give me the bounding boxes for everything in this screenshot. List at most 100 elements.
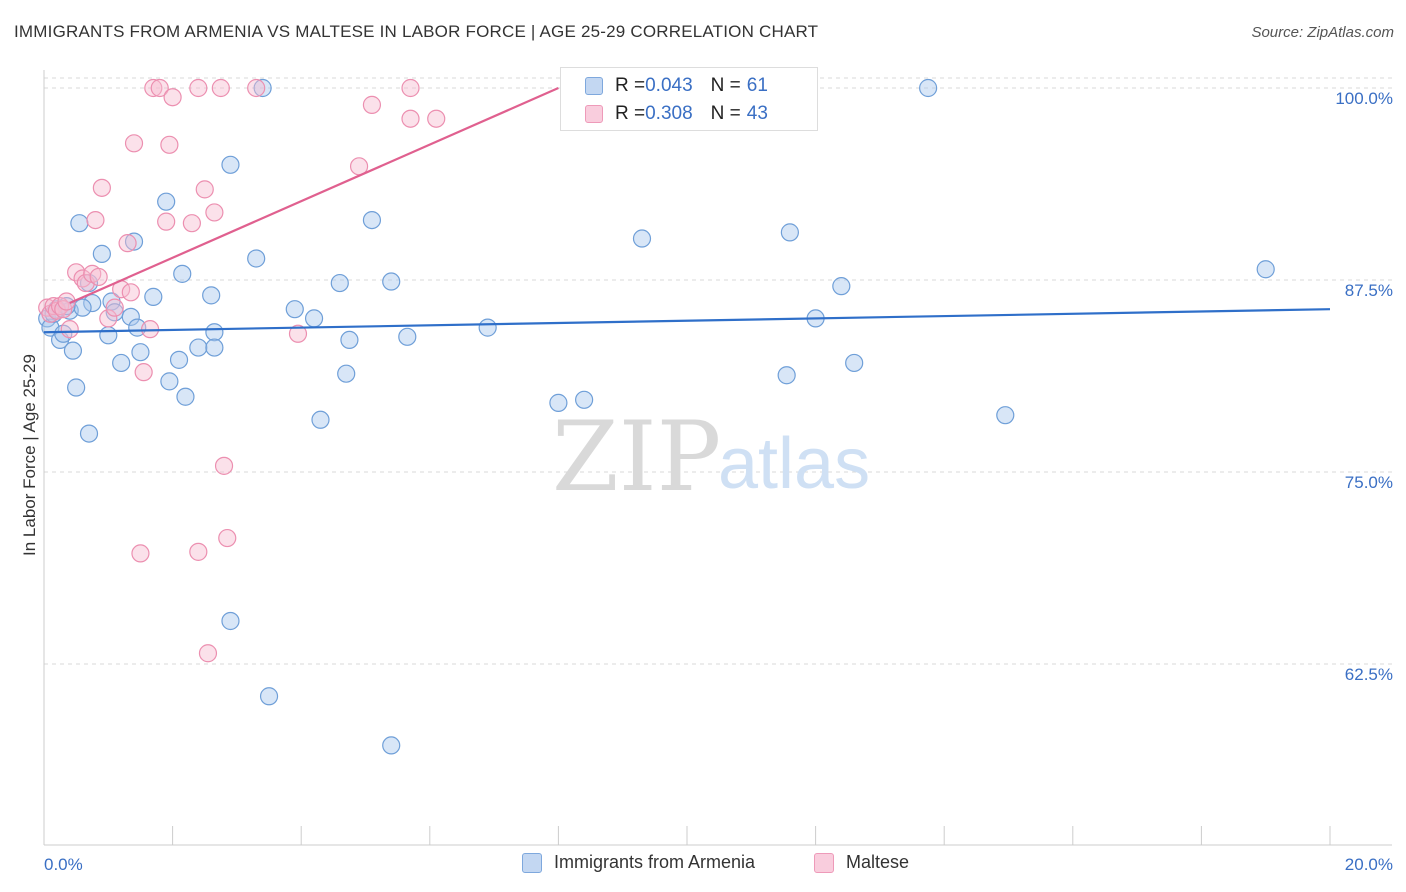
data-point [112,353,131,373]
data-point [304,309,324,328]
data-point [221,155,240,174]
data-point [218,528,237,548]
data-point [362,210,382,230]
watermark: ZIP atlas [552,401,870,513]
maltese-r-label: R = [615,103,646,124]
data-point [211,78,230,98]
data-point [182,214,201,233]
data-point [157,212,176,231]
data-point [337,364,356,383]
data-point [330,273,349,293]
trend-lines [43,86,1331,334]
data-point [99,326,118,345]
data-point [144,78,163,98]
data-point [205,323,224,342]
data-point [247,249,266,268]
data-point [253,78,272,98]
data-point [401,109,420,128]
data-point [1256,260,1275,279]
armenia-r-label: R = [615,75,646,96]
chart-title: IMMIGRANTS FROM ARMENIA VS MALTESE IN LA… [14,22,819,41]
data-point [780,223,799,242]
data-point [73,298,92,317]
data-point [632,229,652,248]
data-point [205,338,224,357]
y-tick-label: 62.5% [1345,665,1393,684]
data-point [832,277,851,296]
data-point [60,320,79,339]
data-point [189,338,208,357]
armenia-r-value: 0.043 [645,75,693,96]
data-point [160,372,179,391]
stats-legend: R = 0.043 N = 61 R = 0.308 N = 43 [560,67,818,131]
data-point [401,78,420,98]
y-tick-label: 87.5% [1345,281,1393,300]
data-point [169,350,189,369]
data-point [845,353,864,373]
data-point [205,203,224,222]
data-point [63,341,83,360]
data-point [202,286,221,305]
data-point [157,192,176,211]
data-point [118,234,137,253]
data-point [247,78,266,98]
armenia-n-label: N = [710,75,741,96]
data-point [144,287,163,306]
watermark-atlas: atlas [718,424,870,504]
data-point [285,300,304,319]
data-points [38,78,1275,755]
maltese-n-label: N = [710,103,741,124]
data-point [124,134,144,153]
data-point [176,387,195,406]
data-point [398,327,417,346]
data-point [340,330,359,350]
data-point [131,544,150,563]
data-point [92,244,111,263]
armenia-swatch [585,77,603,95]
maltese-n-value: 43 [746,103,768,124]
x-tick-label: 0.0% [44,855,83,874]
legend-maltese-label: Maltese [846,852,910,872]
data-point [382,736,401,755]
data-point [86,210,105,230]
data-point [121,307,140,326]
source-label: Source: ZipAtlas.com [1251,24,1394,41]
y-axis-title: In Labor Force | Age 25-29 [20,354,39,556]
trend-line-maltese [69,86,559,305]
data-point [99,309,118,328]
data-point [173,264,192,283]
series-legend: Immigrants from Armenia Maltese [0,852,1406,876]
legend-item-maltese[interactable]: Maltese [814,852,909,873]
data-point [124,232,144,251]
data-point [198,644,218,663]
data-point [89,267,108,287]
legend-item-armenia[interactable]: Immigrants from Armenia [522,852,755,873]
axes [43,70,1392,846]
y-tick-label: 75.0% [1345,473,1393,492]
legend-armenia-label: Immigrants from Armenia [554,852,756,872]
series-maltese-points [38,78,446,663]
trend-line-armenia [43,308,1331,334]
data-point [427,109,446,128]
data-point [92,178,111,197]
data-point [163,88,182,107]
stats-row-armenia: R = 0.043 N = 61 [585,74,768,98]
data-point [195,180,214,199]
data-point [549,393,568,412]
maltese-swatch [585,105,603,123]
data-point [134,363,153,382]
y-tick-label: 100.0% [1335,89,1393,108]
data-point [919,78,938,98]
maltese-r-value: 0.308 [645,103,693,124]
data-point [382,272,401,291]
data-point [311,410,330,429]
data-point [221,611,240,631]
data-point [362,95,382,114]
watermark-zip: ZIP [552,401,721,513]
stats-row-maltese: R = 0.308 N = 43 [585,102,768,126]
data-point [777,366,796,385]
grid-lines [44,77,1392,665]
data-point [189,78,208,98]
data-point [160,135,179,154]
